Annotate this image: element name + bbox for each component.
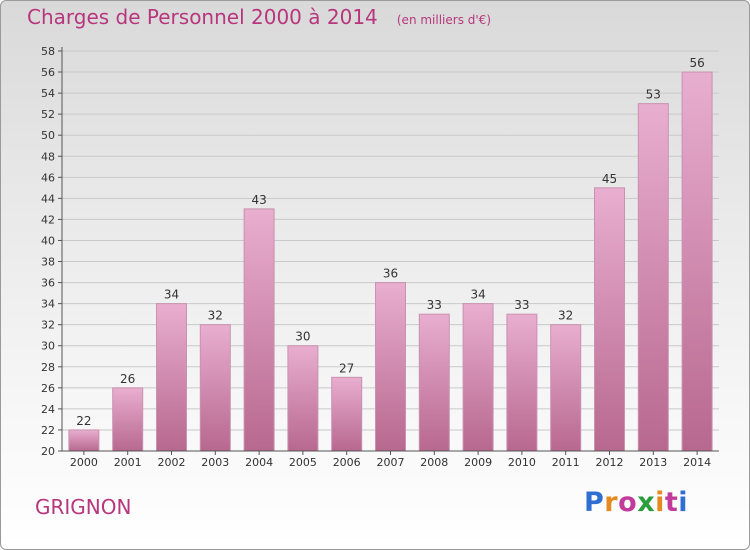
city-name: GRIGNON (35, 495, 132, 519)
y-tick-label: 20 (41, 445, 55, 458)
x-tick-label: 2009 (464, 456, 492, 469)
bar-2012[interactable] (594, 187, 625, 452)
y-tick-label: 32 (41, 319, 55, 332)
axes: 20 22 24 26 28 30 32 34 36 38 40 42 44 46 48 50 52 54 56 58… (41, 45, 719, 469)
chart-unit-label: (en milliers d'€) (396, 13, 491, 27)
bar-2002[interactable] (156, 303, 187, 452)
brand-logo-letter: i (678, 487, 689, 518)
y-tick-label: 34 (41, 298, 55, 311)
bars: 22 26 34 32 43 30 27 36 33 34 33 32 45 53 56 (68, 56, 713, 452)
bar-value-label: 34 (164, 288, 179, 302)
y-tick-label: 48 (41, 150, 55, 163)
y-tick-label: 24 (41, 403, 55, 416)
bar-value-label: 43 (251, 193, 266, 207)
y-tick-label: 36 (41, 277, 55, 290)
x-tick-label: 2005 (289, 456, 317, 469)
bar-2013[interactable] (637, 103, 669, 452)
bar-value-label: 56 (689, 56, 704, 70)
x-tick-label: 2000 (70, 456, 98, 469)
title-row: Charges de Personnel 2000 à 2014 (en mil… (27, 5, 491, 29)
bar-2014[interactable] (681, 71, 713, 452)
bar-2004[interactable] (243, 208, 275, 452)
y-tick-label: 46 (41, 171, 55, 184)
bar-2000[interactable] (68, 429, 100, 452)
y-tick-label: 52 (41, 108, 55, 121)
bar-value-label: 22 (76, 414, 91, 428)
brand-logo-letter: x (637, 487, 656, 518)
bar-2005[interactable] (287, 345, 319, 452)
x-tick-label: 2014 (683, 456, 711, 469)
x-tick-label: 2008 (420, 456, 448, 469)
brand-logo-letter: o (618, 487, 638, 518)
y-tick-label: 30 (41, 340, 55, 353)
x-tick-label: 2007 (377, 456, 405, 469)
bar-value-label: 33 (514, 298, 529, 312)
x-tick-label: 2006 (333, 456, 361, 469)
bar-value-label: 26 (120, 372, 135, 386)
bar-value-label: 30 (295, 330, 310, 344)
x-tick-label: 2001 (114, 456, 142, 469)
bar-2007[interactable] (375, 282, 406, 452)
bar-2011[interactable] (550, 324, 582, 452)
y-tick-label: 40 (41, 234, 55, 247)
bar-2003[interactable] (199, 324, 231, 452)
x-tick-label: 2010 (508, 456, 536, 469)
bar-2008[interactable] (418, 313, 450, 452)
y-tick-label: 42 (41, 213, 55, 226)
bar-value-label: 27 (339, 361, 354, 375)
bar-value-label: 34 (470, 288, 485, 302)
x-tick-label: 2012 (596, 456, 624, 469)
y-tick-label: 56 (41, 66, 55, 79)
bar-value-label: 32 (558, 309, 573, 323)
bar-value-label: 53 (646, 88, 661, 102)
y-tick-label: 38 (41, 256, 55, 269)
chart-title: Charges de Personnel 2000 à 2014 (27, 5, 378, 29)
bar-2006[interactable] (331, 376, 363, 452)
y-tick-label: 28 (41, 361, 55, 374)
bar-value-label: 45 (602, 172, 617, 186)
bar-2001[interactable] (112, 387, 144, 452)
brand-logo-letter: P (584, 487, 605, 518)
bar-2009[interactable] (462, 303, 494, 452)
x-tick-label: 2002 (158, 456, 186, 469)
bar-value-label: 36 (383, 267, 398, 281)
bar-value-label: 33 (427, 298, 442, 312)
x-tick-label: 2003 (201, 456, 229, 469)
x-tick-label: 2004 (245, 456, 273, 469)
y-tick-label: 44 (41, 192, 55, 205)
brand-logo-letter: i (655, 487, 665, 518)
bar-2010[interactable] (506, 313, 538, 452)
y-tick-label: 58 (41, 45, 55, 58)
x-tick-label: 2013 (639, 456, 667, 469)
x-tick-label: 2011 (552, 456, 580, 469)
brand-logo[interactable]: Proxiti (584, 487, 688, 518)
brand-logo-letter: t (664, 487, 679, 518)
y-tick-label: 26 (41, 382, 55, 395)
y-tick-label: 54 (41, 87, 55, 100)
brand-logo-letter: r (604, 487, 619, 518)
y-tick-label: 50 (41, 129, 55, 142)
bar-value-label: 32 (208, 309, 223, 323)
y-tick-label: 22 (41, 424, 55, 437)
